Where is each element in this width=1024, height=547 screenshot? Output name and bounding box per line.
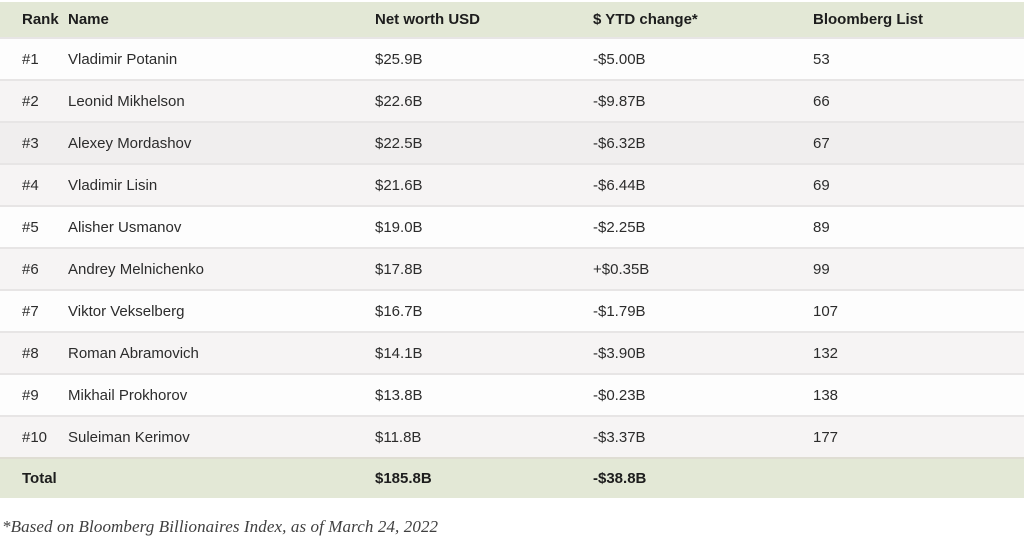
cell-rank: #6 [22,260,39,278]
cell-rank: #7 [22,302,39,320]
table-row: #3 Alexey Mordashov $22.5B -$6.32B 67 [0,122,1024,164]
column-header-net-worth: Net worth USD [375,11,480,28]
cell-name: Leonid Mikhelson [68,92,185,110]
cell-bloomberg-list: 107 [813,302,839,320]
table-total-row: Total $185.8B -$38.8B [0,458,1024,498]
total-name-cell [68,458,375,498]
cell-ytd-change: -$9.87B [593,92,646,110]
cell-rank: #9 [22,386,39,404]
cell-rank: #4 [22,176,39,194]
cell-net-worth: $16.7B [375,302,423,320]
cell-bloomberg-list: 67 [813,134,830,152]
cell-name: Suleiman Kerimov [68,428,190,446]
table-row: #6 Andrey Melnichenko $17.8B +$0.35B 99 [0,248,1024,290]
cell-bloomberg-list: 177 [813,428,839,446]
total-net-worth-cell: $185.8B [375,470,432,487]
column-header-rank: Rank [22,11,59,28]
cell-bloomberg-list: 53 [813,50,830,68]
cell-name: Vladimir Potanin [68,50,178,68]
cell-bloomberg-list: 69 [813,176,830,194]
cell-bloomberg-list: 138 [813,386,839,404]
cell-net-worth: $11.8B [375,428,422,446]
cell-net-worth: $19.0B [375,218,423,236]
cell-ytd-change: -$3.37B [593,428,646,446]
cell-net-worth: $22.6B [375,92,423,110]
cell-name: Alexey Mordashov [68,134,192,152]
cell-name: Alisher Usmanov [68,218,182,236]
table-body: #1 Vladimir Potanin $25.9B -$5.00B 53 #2 Leoni… [0,38,1024,458]
cell-name: Andrey Melnichenko [68,260,204,278]
cell-ytd-change: +$0.35B [593,260,650,278]
cell-ytd-change: -$2.25B [593,218,646,236]
footnote: *Based on Bloomberg Billionaires Index, … [2,517,439,536]
cell-net-worth: $13.8B [375,386,423,404]
cell-ytd-change: -$6.44B [593,176,646,194]
cell-rank: #8 [22,344,39,362]
table-row: #5 Alisher Usmanov $19.0B -$2.25B 89 [0,206,1024,248]
cell-bloomberg-list: 66 [813,92,830,110]
cell-ytd-change: -$6.32B [593,134,646,152]
table-row: #8 Roman Abramovich $14.1B -$3.90B 132 [0,332,1024,374]
cell-net-worth: $17.8B [375,260,423,278]
cell-ytd-change: -$3.90B [593,344,646,362]
cell-name: Roman Abramovich [68,344,199,362]
column-header-name: Name [68,11,109,28]
table-row: #1 Vladimir Potanin $25.9B -$5.00B 53 [0,38,1024,80]
total-bloomberg-list-cell [813,458,1024,498]
table-header-row: Rank Name Net worth USD $ YTD change* Bl… [0,2,1024,38]
cell-ytd-change: -$0.23B [593,386,646,404]
cell-rank: #1 [22,50,39,68]
cell-net-worth: $22.5B [375,134,423,152]
column-header-ytd-change: $ YTD change* [593,11,698,28]
table-row: #4 Vladimir Lisin $21.6B -$6.44B 69 [0,164,1024,206]
column-header-bloomberg-list: Bloomberg List [813,11,924,28]
table-row: #10 Suleiman Kerimov $11.8B -$3.37B 177 [0,416,1024,458]
cell-rank: #2 [22,92,39,110]
cell-rank: #5 [22,218,39,236]
cell-bloomberg-list: 132 [813,344,839,362]
cell-net-worth: $25.9B [375,50,423,68]
cell-name: Viktor Vekselberg [68,302,185,320]
cell-net-worth: $21.6B [375,176,423,194]
cell-name: Vladimir Lisin [68,176,158,194]
cell-rank: #3 [22,134,39,152]
table-row: #7 Viktor Vekselberg $16.7B -$1.79B 107 [0,290,1024,332]
cell-ytd-change: -$1.79B [593,302,646,320]
cell-rank: #10 [22,428,48,446]
table-row: #2 Leonid Mikhelson $22.6B -$9.87B 66 [0,80,1024,122]
table-row: #9 Mikhail Prokhorov $13.8B -$0.23B 138 [0,374,1024,416]
cell-net-worth: $14.1B [375,344,423,362]
billionaires-table: Rank Name Net worth USD $ YTD change* Bl… [0,2,1024,498]
cell-bloomberg-list: 99 [813,260,830,278]
total-label-cell: Total [22,470,57,487]
cell-name: Mikhail Prokhorov [68,386,188,404]
cell-bloomberg-list: 89 [813,218,830,236]
cell-ytd-change: -$5.00B [593,50,646,68]
total-ytd-change-cell: -$38.8B [593,470,647,487]
